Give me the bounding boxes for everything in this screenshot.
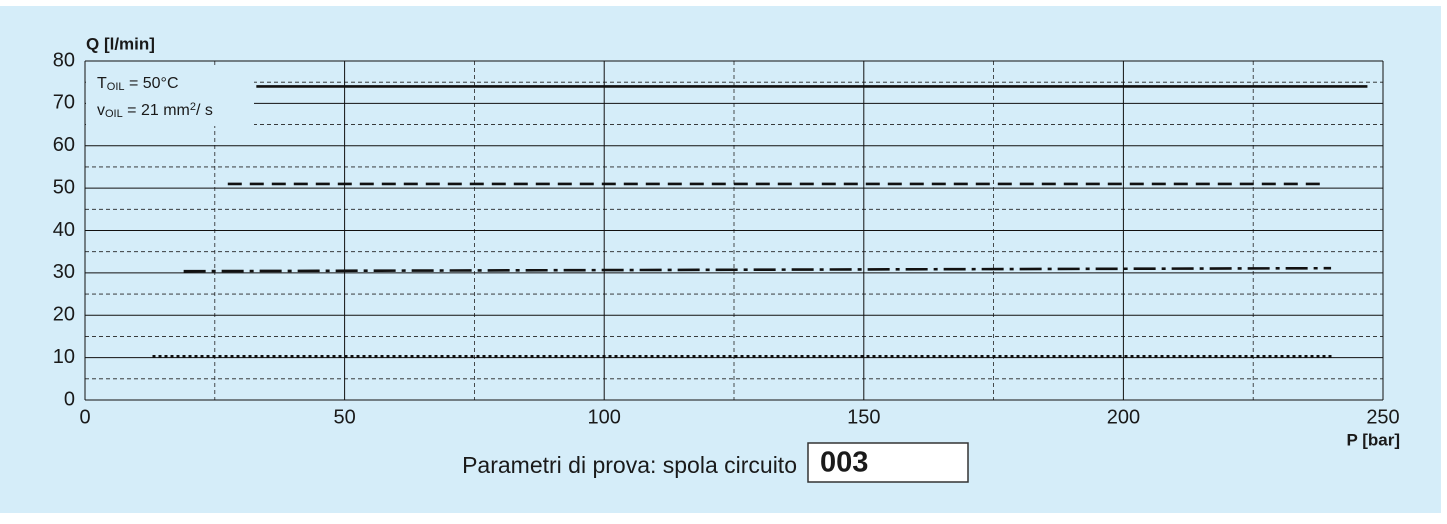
y-tick-label: 40 [53, 219, 75, 241]
annotation-part: / s [196, 102, 213, 119]
annotation-part: OIL [107, 81, 125, 93]
lines [152, 85, 1368, 358]
y-tick-label: 0 [64, 388, 75, 410]
annotation-box [86, 68, 254, 126]
footer-text: Parametri di prova: spola circuito [462, 452, 797, 478]
annotation-part: OIL [105, 108, 123, 120]
y-tick-label: 60 [53, 134, 75, 156]
footer-code: 003 [820, 447, 868, 479]
y-tick-label: 80 [53, 49, 75, 71]
annotation: vOIL = 21 mm2/ s [97, 101, 213, 120]
code-box [807, 442, 969, 483]
x-tick-label: 200 [1107, 406, 1140, 428]
y-tick-label: 70 [53, 92, 75, 114]
x-tick-label: 100 [588, 406, 621, 428]
x-tick-label: 250 [1366, 406, 1399, 428]
y-tick-label: 10 [53, 346, 75, 368]
y-tick-label: 30 [53, 261, 75, 283]
annotation-part: v [97, 102, 105, 119]
annotation-part: T [97, 75, 107, 92]
x-tick-label: 150 [847, 406, 880, 428]
x-tick-label: 0 [79, 406, 90, 428]
y-tick-label: 50 [53, 176, 75, 198]
annotation-part: 2 [190, 101, 196, 113]
annotation-part: = 21 mm [123, 102, 190, 119]
annotation: TOIL = 50°C [97, 75, 179, 92]
x-tick-label: 50 [333, 406, 355, 428]
x-axis-label: P [bar] [1346, 430, 1400, 449]
series-line [183, 266, 1332, 273]
y-tick-label: 20 [53, 304, 75, 326]
ticks: 0 10 20 30 40 50 60 70 80 0 50 100 150 200 250 [53, 49, 1400, 428]
y-axis-label: Q [l/min] [86, 34, 155, 53]
annotation-part: = 50°C [125, 75, 179, 92]
